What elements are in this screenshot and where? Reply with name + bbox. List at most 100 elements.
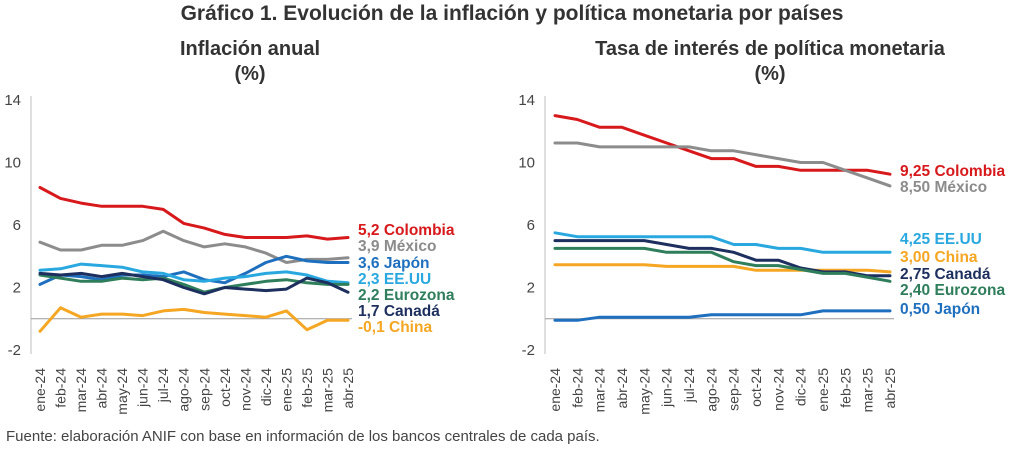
x-tick-label: feb-25 — [299, 368, 315, 408]
series-name-label: Japón — [384, 255, 430, 272]
x-tick-label: may-24 — [636, 368, 652, 415]
series-end-label: 2,75 Canadá — [900, 266, 991, 283]
x-tick-label: feb-25 — [837, 368, 853, 408]
series-value-label: 9,25 — [900, 163, 934, 180]
chart-main-title: Gráfico 1. Evolución de la inflación y p… — [180, 2, 844, 25]
series-name-label: México — [384, 238, 437, 255]
series-name-label: Colombia — [934, 163, 1005, 180]
series-end-label: 2,3 EE.UU — [358, 271, 431, 288]
series-end-label: 9,25 Colombia — [900, 163, 1005, 180]
x-tick-label: abr-24 — [94, 368, 110, 409]
x-tick-label: nov-24 — [770, 368, 786, 411]
source-note: Fuente: elaboración ANIF con base en inf… — [6, 428, 600, 445]
x-tick-label: may-24 — [114, 368, 130, 415]
y-tick-label: 14 — [518, 92, 535, 109]
series-name-label: EE.UU — [934, 231, 981, 248]
x-tick-label: sep-24 — [196, 368, 212, 411]
x-tick-label: mar-25 — [319, 368, 335, 413]
series-line-mxico — [553, 141, 892, 188]
x-tick-label: ene-24 — [32, 368, 48, 412]
x-tick-label: mar-24 — [73, 368, 89, 413]
x-tick-label: mar-25 — [860, 368, 876, 413]
x-tick-label: ene-25 — [278, 368, 294, 412]
series-name-label: México — [934, 179, 987, 196]
x-tick-label: abr-24 — [614, 368, 630, 409]
y-tick-label: -2 — [522, 342, 535, 359]
series-line-japn — [38, 254, 350, 286]
x-tick-label: dic-24 — [258, 368, 274, 406]
panel-inflation-unit: (%) — [234, 63, 266, 85]
series-name-label: Eurozona — [934, 282, 1005, 299]
x-tick-label: ago-24 — [703, 368, 719, 412]
series-end-label: 2,2 Eurozona — [358, 287, 455, 304]
series-value-label: 3,9 — [358, 238, 384, 255]
series-line-eurozona — [553, 246, 892, 283]
x-tick-label: oct-24 — [748, 368, 764, 407]
series-value-label: 0,50 — [900, 301, 934, 318]
series-value-label: 2,3 — [358, 271, 384, 288]
panel-rate-unit: (%) — [754, 63, 786, 85]
y-tick-label: -2 — [8, 342, 21, 359]
x-tick-label: jul-24 — [155, 368, 171, 403]
series-line-mxico — [38, 229, 350, 264]
series-end-label: 0,50 Japón — [900, 301, 980, 318]
series-name-label: Canadá — [384, 303, 440, 320]
x-tick-label: jun-24 — [135, 368, 151, 408]
x-tick-label: dic-24 — [793, 368, 809, 406]
series-value-label: 2,2 — [358, 287, 384, 304]
x-tick-label: jun-24 — [659, 368, 675, 408]
series-line-colombia — [553, 114, 892, 176]
series-value-label: 3,00 — [900, 249, 934, 266]
x-tick-label: jul-24 — [681, 368, 697, 403]
panel-inflation-title: Inflación anual — [179, 38, 321, 60]
y-tick-label: 6 — [527, 217, 535, 234]
series-name-label: Colombia — [384, 222, 455, 239]
series-line-china — [553, 263, 892, 274]
series-end-label: 2,40 Eurozona — [900, 282, 1005, 299]
series-name-label: Eurozona — [384, 287, 455, 304]
x-tick-label: ene-24 — [547, 368, 563, 412]
x-tick-label: mar-24 — [592, 368, 608, 413]
series-line-eeuu — [38, 262, 350, 285]
x-tick-label: feb-24 — [53, 368, 69, 408]
series-line-canad — [38, 271, 350, 296]
x-tick-label: ago-24 — [176, 368, 192, 412]
series-name-label: Japón — [934, 301, 980, 318]
series-name-label: China — [934, 249, 977, 266]
series-line-china — [38, 306, 350, 333]
x-tick-label: nov-24 — [237, 368, 253, 411]
x-tick-label: abr-25 — [882, 368, 898, 409]
x-tick-label: sep-24 — [726, 368, 742, 411]
y-tick-label: 2 — [13, 280, 21, 297]
series-value-label: 2,40 — [900, 282, 934, 299]
series-value-label: 3,6 — [358, 255, 384, 272]
series-end-label: 4,25 EE.UU — [900, 231, 982, 248]
x-tick-label: ene-25 — [815, 368, 831, 412]
y-tick-label: 10 — [518, 155, 535, 172]
series-value-label: 2,75 — [900, 266, 934, 283]
y-tick-label: 6 — [13, 217, 21, 234]
series-name-label: EE.UU — [384, 271, 431, 288]
series-line-japn — [553, 309, 892, 322]
series-line-colombia — [38, 186, 350, 241]
series-end-label: 1,7 Canadá — [358, 303, 440, 320]
panel-rate-title: Tasa de interés de política monetaria — [595, 38, 945, 60]
series-end-label: -0,1 China — [358, 319, 432, 336]
series-end-label: 3,9 México — [358, 238, 436, 255]
y-tick-label: 10 — [4, 155, 21, 172]
y-tick-label: 14 — [4, 92, 21, 109]
series-value-label: 5,2 — [358, 222, 384, 239]
series-line-eurozona — [38, 273, 350, 294]
series-end-label: 5,2 Colombia — [358, 222, 455, 239]
series-name-label: China — [389, 319, 432, 336]
series-name-label: Canadá — [934, 266, 990, 283]
x-tick-label: abr-25 — [340, 368, 356, 409]
series-end-label: 3,6 Japón — [358, 255, 430, 272]
series-value-label: -0,1 — [358, 319, 389, 336]
x-tick-label: feb-24 — [569, 368, 585, 408]
series-value-label: 8,50 — [900, 179, 934, 196]
x-tick-label: oct-24 — [217, 368, 233, 407]
series-line-eeuu — [553, 231, 892, 254]
y-tick-label: 2 — [527, 280, 535, 297]
